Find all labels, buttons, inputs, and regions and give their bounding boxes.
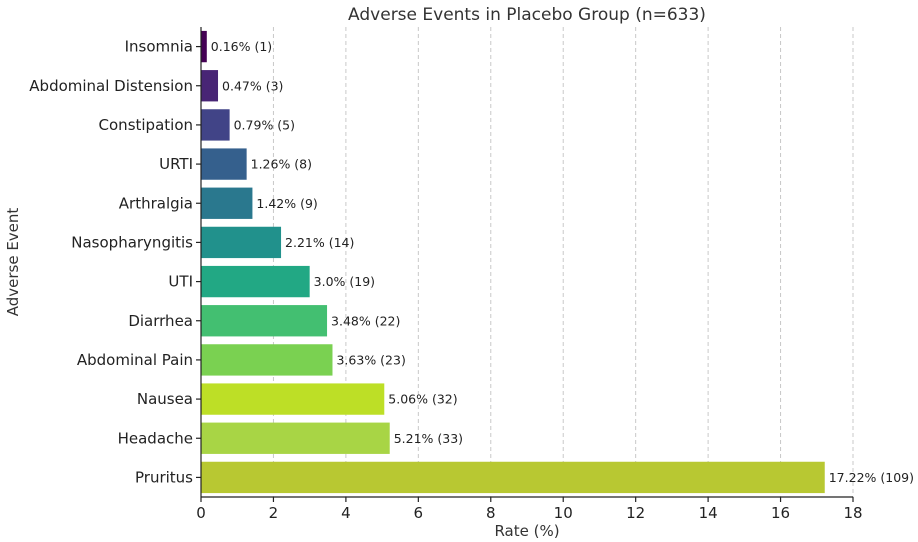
data-label: 0.16% (1) bbox=[211, 39, 272, 54]
data-label: 5.06% (32) bbox=[388, 392, 457, 407]
bar bbox=[201, 187, 253, 219]
y-tick-label: Abdominal Distension bbox=[29, 77, 193, 95]
y-tick-label: URTI bbox=[159, 155, 193, 173]
y-tick-label: Pruritus bbox=[135, 468, 193, 486]
y-tick-label: Nausea bbox=[137, 390, 193, 408]
x-tick-label: 12 bbox=[626, 504, 645, 522]
data-label: 5.21% (33) bbox=[394, 431, 463, 446]
y-tick-labels: Insomnia Abdominal Distension Constipation… bbox=[29, 38, 193, 487]
x-tick-label: 16 bbox=[771, 504, 790, 522]
y-tick-label: Constipation bbox=[99, 116, 193, 134]
x-tick-label: 8 bbox=[486, 504, 496, 522]
bar bbox=[201, 265, 310, 298]
y-tick-label: Headache bbox=[118, 429, 193, 447]
bar bbox=[201, 109, 230, 141]
x-tick-label: 6 bbox=[414, 504, 424, 522]
data-label: 1.42% (9) bbox=[256, 196, 317, 211]
bar bbox=[201, 461, 825, 494]
bar bbox=[201, 148, 247, 180]
y-tick-label: Abdominal Pain bbox=[77, 351, 193, 369]
x-tick-label: 4 bbox=[341, 504, 351, 522]
bar bbox=[201, 422, 390, 454]
y-axis-label: Adverse Event bbox=[4, 208, 22, 317]
bar bbox=[201, 344, 333, 376]
bar bbox=[201, 30, 207, 63]
x-tick-label: 0 bbox=[196, 504, 206, 522]
bar bbox=[201, 305, 328, 337]
bar bbox=[201, 226, 282, 259]
y-tick-label: Diarrhea bbox=[128, 312, 193, 330]
chart-title: Adverse Events in Placebo Group (n=633) bbox=[348, 5, 706, 25]
data-label: 3.0% (19) bbox=[314, 274, 375, 289]
x-tick-label: 14 bbox=[699, 504, 718, 522]
x-tick-label: 10 bbox=[554, 504, 573, 522]
data-labels: 0.16% (1) 0.47% (3) 0.79% (5) 1.26% (8) 1.42… bbox=[211, 39, 914, 485]
data-label: 0.79% (5) bbox=[234, 117, 295, 132]
bar bbox=[201, 383, 385, 415]
y-tick-label: Arthralgia bbox=[119, 194, 193, 212]
x-axis-label: Rate (%) bbox=[494, 522, 559, 540]
gridlines bbox=[272, 27, 854, 497]
data-label: 0.47% (3) bbox=[222, 78, 283, 93]
x-tick-label: 18 bbox=[843, 504, 862, 522]
bar bbox=[201, 70, 219, 102]
data-label: 1.26% (8) bbox=[251, 157, 312, 172]
y-tick-label: UTI bbox=[168, 273, 193, 291]
data-label: 2.21% (14) bbox=[285, 235, 354, 250]
y-tick-label: Nasopharyngitis bbox=[71, 233, 193, 251]
data-label: 17.22% (109) bbox=[829, 470, 914, 485]
y-tick-label: Insomnia bbox=[125, 38, 193, 56]
x-tick-labels: 0 2 4 6 8 10 12 14 16 18 bbox=[196, 504, 862, 522]
data-label: 3.63% (23) bbox=[336, 352, 405, 367]
bars bbox=[201, 30, 825, 494]
axes bbox=[196, 27, 854, 502]
data-label: 3.48% (22) bbox=[331, 313, 400, 328]
x-tick-label: 2 bbox=[269, 504, 279, 522]
